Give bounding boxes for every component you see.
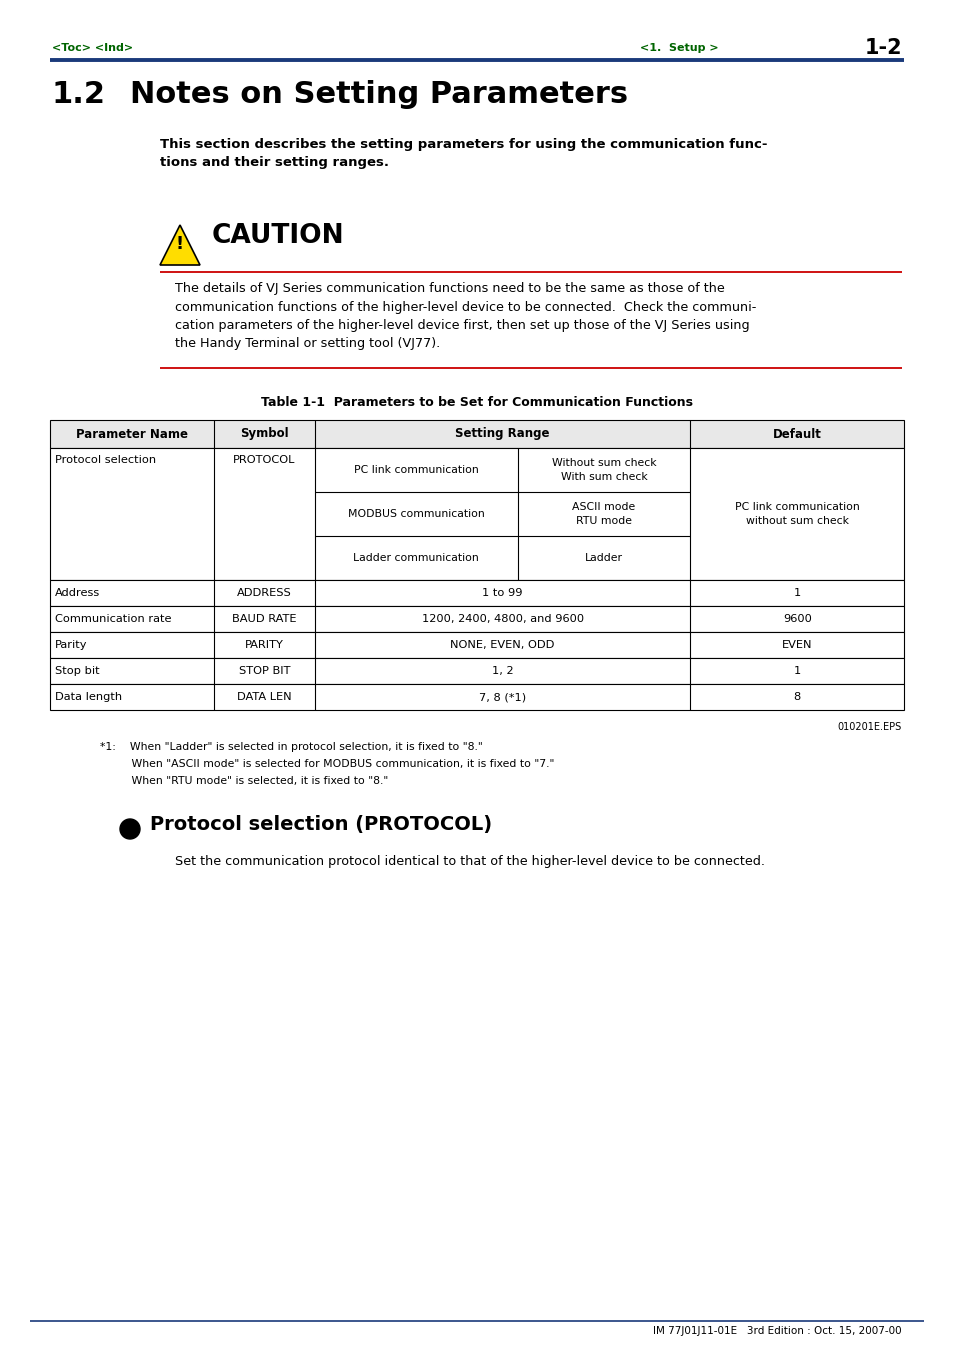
Bar	[50, 420, 903, 449]
Text: Set the communication protocol identical to that of the higher-level device to b: Set the communication protocol identical…	[174, 855, 764, 867]
Text: BAUD RATE: BAUD RATE	[232, 613, 296, 624]
Circle shape	[120, 819, 140, 839]
Text: Communication rate: Communication rate	[55, 613, 172, 624]
Polygon shape	[160, 226, 200, 265]
Text: Protocol selection (PROTOCOL): Protocol selection (PROTOCOL)	[150, 815, 492, 834]
Text: 7, 8 (*1): 7, 8 (*1)	[478, 692, 526, 703]
Text: CAUTION: CAUTION	[212, 223, 344, 249]
Text: This section describes the setting parameters for using the communication func-
: This section describes the setting param…	[160, 138, 767, 169]
Text: Notes on Setting Parameters: Notes on Setting Parameters	[130, 80, 627, 109]
Bar	[50, 607, 903, 632]
Text: *1:    When "Ladder" is selected in protocol selection, it is fixed to "8.": *1: When "Ladder" is selected in protoco…	[100, 742, 482, 753]
Text: The details of VJ Series communication functions need to be the same as those of: The details of VJ Series communication f…	[174, 282, 756, 350]
Text: Data length: Data length	[55, 692, 122, 703]
Text: 1: 1	[793, 666, 800, 676]
Text: <1.  Setup >: <1. Setup >	[639, 43, 718, 53]
Text: Without sum check
With sum check: Without sum check With sum check	[551, 458, 656, 481]
Text: Parity: Parity	[55, 640, 88, 650]
Text: PROTOCOL: PROTOCOL	[233, 455, 295, 465]
Text: Symbol: Symbol	[240, 427, 289, 440]
Text: Parameter Name: Parameter Name	[76, 427, 188, 440]
Bar	[50, 449, 903, 580]
Text: Stop bit: Stop bit	[55, 666, 99, 676]
Text: Protocol selection: Protocol selection	[55, 455, 156, 465]
Bar	[50, 684, 903, 711]
Text: PC link communication
without sum check: PC link communication without sum check	[734, 503, 859, 526]
Bar	[50, 632, 903, 658]
Text: When "RTU mode" is selected, it is fixed to "8.": When "RTU mode" is selected, it is fixed…	[100, 775, 388, 786]
Text: 010201E.EPS: 010201E.EPS	[837, 721, 901, 732]
Text: EVEN: EVEN	[781, 640, 812, 650]
Text: Address: Address	[55, 588, 100, 598]
Text: PC link communication: PC link communication	[354, 465, 478, 476]
Text: 8: 8	[793, 692, 800, 703]
Text: 9600: 9600	[782, 613, 811, 624]
Text: 1 to 99: 1 to 99	[482, 588, 522, 598]
Text: !: !	[175, 235, 184, 253]
Text: 1: 1	[793, 588, 800, 598]
Text: 1.2: 1.2	[52, 80, 106, 109]
Text: MODBUS communication: MODBUS communication	[348, 509, 484, 519]
Text: 1, 2: 1, 2	[492, 666, 513, 676]
Text: ASCII mode
RTU mode: ASCII mode RTU mode	[572, 503, 635, 526]
Text: 1200, 2400, 4800, and 9600: 1200, 2400, 4800, and 9600	[421, 613, 583, 624]
Text: ADDRESS: ADDRESS	[236, 588, 292, 598]
Text: Ladder: Ladder	[584, 553, 622, 563]
Text: IM 77J01J11-01E   3rd Edition : Oct. 15, 2007-00: IM 77J01J11-01E 3rd Edition : Oct. 15, 2…	[653, 1325, 901, 1336]
Text: PARITY: PARITY	[245, 640, 283, 650]
Text: <Toc> <Ind>: <Toc> <Ind>	[52, 43, 133, 53]
Text: STOP BIT: STOP BIT	[238, 666, 290, 676]
Text: Default: Default	[772, 427, 821, 440]
Text: When "ASCII mode" is selected for MODBUS communication, it is fixed to "7.": When "ASCII mode" is selected for MODBUS…	[100, 759, 554, 769]
Bar	[50, 658, 903, 684]
Text: NONE, EVEN, ODD: NONE, EVEN, ODD	[450, 640, 555, 650]
Text: Ladder communication: Ladder communication	[353, 553, 478, 563]
Text: Table 1-1  Parameters to be Set for Communication Functions: Table 1-1 Parameters to be Set for Commu…	[261, 396, 692, 409]
Text: Setting Range: Setting Range	[455, 427, 549, 440]
Text: DATA LEN: DATA LEN	[236, 692, 292, 703]
Text: 1-2: 1-2	[863, 38, 901, 58]
Bar	[50, 580, 903, 607]
